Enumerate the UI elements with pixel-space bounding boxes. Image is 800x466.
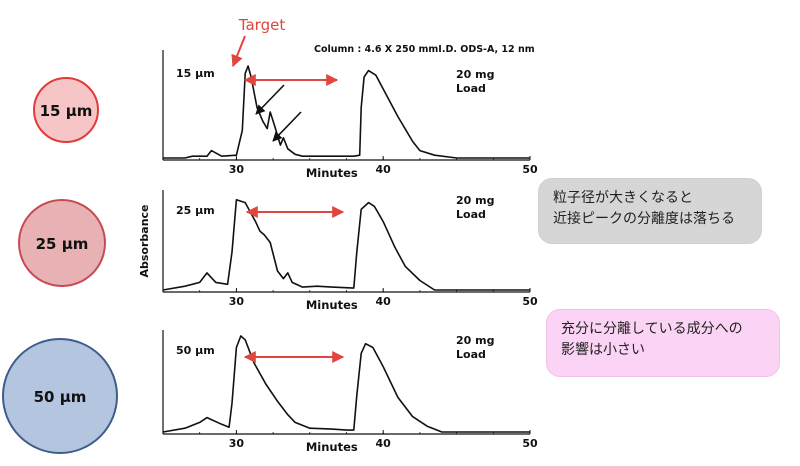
load-label: 20 mg <box>456 334 494 347</box>
x-tick-label: 50 <box>522 295 538 308</box>
circle-50-label: 50 µm <box>34 388 87 406</box>
circle-50-shape <box>2 338 118 454</box>
x-tick-label: 40 <box>376 295 392 308</box>
shoulder-arrow-2 <box>272 111 302 142</box>
x-tick-label: 50 <box>522 163 538 176</box>
circle-15-shape <box>33 77 99 143</box>
shoulder-arrow-1 <box>255 84 285 115</box>
load-label: 20 mg <box>456 194 494 207</box>
x-tick-label: 40 <box>376 437 392 450</box>
x-tick-label: 30 <box>229 163 245 176</box>
x-tick-label: 30 <box>229 437 245 450</box>
note-resolution-decrease: 粒子径が大きくなると 近接ピークの分離度は落ちる <box>538 178 762 244</box>
load-label: Load <box>456 208 486 221</box>
y-axis-label: Absorbance <box>138 204 151 277</box>
chromatogram-trace <box>162 335 530 433</box>
chromatogram-trace <box>162 199 530 291</box>
particle-size-label: 15 µm <box>176 67 215 80</box>
target-arrow <box>231 35 246 68</box>
x-axis-label: Minutes <box>306 298 358 312</box>
size-circle-25: 25 µm <box>18 199 106 287</box>
chromatogram-trace <box>163 65 530 159</box>
note-2-line-1: 充分に分離している成分への <box>561 321 743 337</box>
x-tick-label: 40 <box>376 163 392 176</box>
note-1-line-2: 近接ピークの分離度は落ちる <box>553 211 735 227</box>
load-label: 20 mg <box>456 68 494 81</box>
size-circle-15: 15 µm <box>33 77 99 143</box>
particle-size-label: 50 µm <box>176 344 215 357</box>
x-tick-label: 30 <box>229 295 245 308</box>
circle-25-shape <box>18 199 106 287</box>
column-info: Column : 4.6 X 250 mmI.D. ODS-A, 12 nm <box>314 44 535 55</box>
x-axis-label: Minutes <box>306 440 358 454</box>
x-axis-label: Minutes <box>306 166 358 180</box>
circle-25-label: 25 µm <box>36 235 89 253</box>
target-label: Target <box>238 16 286 34</box>
x-tick-label: 50 <box>522 437 538 450</box>
load-label: Load <box>456 348 486 361</box>
note-2-line-2: 影響は小さい <box>561 342 645 358</box>
circle-15-label: 15 µm <box>40 102 93 120</box>
note-separated-components: 充分に分離している成分への 影響は小さい <box>546 309 780 377</box>
particle-size-label: 25 µm <box>176 204 215 217</box>
size-circle-50: 50 µm <box>2 338 118 454</box>
note-1-line-1: 粒子径が大きくなると <box>553 190 693 206</box>
load-label: Load <box>456 82 486 95</box>
